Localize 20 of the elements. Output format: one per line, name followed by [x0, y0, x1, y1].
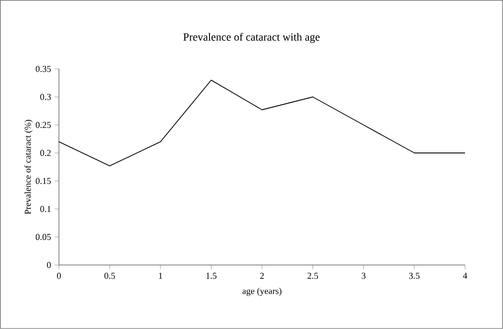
chart-title: Prevalence of cataract with age — [183, 32, 320, 43]
x-tick-label: 2 — [260, 272, 264, 279]
y-tick-label: 0.3 — [40, 94, 51, 100]
x-tick-label: 2.5 — [308, 272, 318, 279]
x-tick-label: 3.5 — [409, 272, 420, 279]
x-tick-label: 4 — [463, 272, 468, 279]
y-tick-label: 0.25 — [36, 122, 51, 128]
y-tick-label: 0.15 — [36, 178, 51, 184]
y-tick-label: 0.35 — [36, 66, 51, 72]
y-tick-label: 0.1 — [40, 206, 51, 212]
x-tick-label: 1 — [159, 272, 162, 279]
x-tick-label: 0 — [57, 272, 61, 279]
y-axis-title: Prevalence of cataract (%) — [24, 120, 33, 214]
x-axis-title: age (years) — [242, 288, 282, 296]
x-tick-label: 3 — [362, 272, 366, 279]
x-tick-label: 1.5 — [206, 272, 217, 279]
y-tick-label: 0.05 — [36, 234, 51, 240]
x-tick-label: 0.5 — [104, 272, 115, 279]
y-tick-label: 0 — [47, 262, 51, 268]
y-tick-label: 0.2 — [40, 150, 51, 156]
